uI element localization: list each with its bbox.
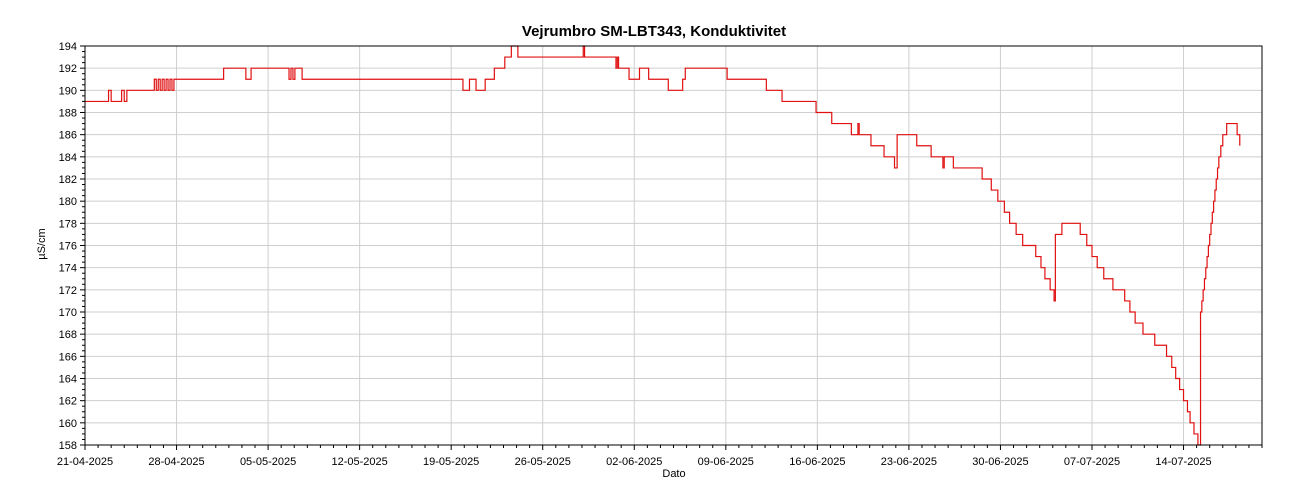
y-tick-label: 174 bbox=[59, 263, 77, 275]
x-tick-label: 12-05-2025 bbox=[331, 456, 387, 468]
y-tick-label: 194 bbox=[59, 41, 77, 53]
y-tick-label: 158 bbox=[59, 440, 77, 452]
plot-frame bbox=[84, 45, 1263, 446]
x-tick-label: 02-06-2025 bbox=[606, 456, 662, 468]
y-axis-ticks: 158 160 162 164 166 168 170 172 174 176 178 180 182 1… bbox=[59, 41, 85, 452]
y-tick-label: 180 bbox=[59, 196, 77, 208]
x-tick-label: 30-06-2025 bbox=[972, 456, 1028, 468]
x-tick-label: 16-06-2025 bbox=[789, 456, 845, 468]
y-tick-label: 164 bbox=[59, 374, 77, 386]
y-tick-label: 186 bbox=[59, 130, 77, 142]
series-layer bbox=[85, 45, 1241, 446]
y-tick-label: 162 bbox=[59, 396, 77, 408]
y-tick-label: 176 bbox=[59, 241, 77, 253]
y-tick-label: 166 bbox=[59, 351, 77, 363]
x-tick-label: 26-05-2025 bbox=[515, 456, 571, 468]
y-tick-label: 160 bbox=[59, 418, 77, 430]
x-tick-label: 23-06-2025 bbox=[881, 456, 937, 468]
y-axis-title: µS/cm bbox=[36, 228, 48, 259]
x-axis-title: Dato bbox=[662, 468, 685, 480]
y-tick-label: 172 bbox=[59, 285, 77, 297]
y-tick-label: 168 bbox=[59, 329, 77, 341]
conductivity-series-line bbox=[85, 45, 1241, 446]
y-tick-label: 190 bbox=[59, 85, 77, 97]
grid-lines bbox=[85, 45, 1262, 446]
y-tick-label: 184 bbox=[59, 152, 77, 164]
y-tick-label: 170 bbox=[59, 307, 77, 319]
y-tick-label: 188 bbox=[59, 108, 77, 120]
x-tick-label: 07-07-2025 bbox=[1064, 456, 1120, 468]
x-tick-label: 28-04-2025 bbox=[148, 456, 204, 468]
x-tick-label: 19-05-2025 bbox=[423, 456, 479, 468]
x-tick-label: 05-05-2025 bbox=[240, 456, 296, 468]
x-tick-label: 14-07-2025 bbox=[1155, 456, 1211, 468]
chart-title: Vejrumbro SM-LBT343, Konduktivitet bbox=[522, 23, 786, 40]
y-tick-label: 182 bbox=[59, 174, 77, 186]
x-tick-label: 21-04-2025 bbox=[57, 456, 113, 468]
y-tick-label: 178 bbox=[59, 218, 77, 230]
y-tick-label: 192 bbox=[59, 63, 77, 75]
x-axis-ticks: 21-04-2025 28-04-2025 05-05-2025 12-05-2025… bbox=[57, 445, 1263, 468]
x-tick-label: 09-06-2025 bbox=[698, 456, 754, 468]
